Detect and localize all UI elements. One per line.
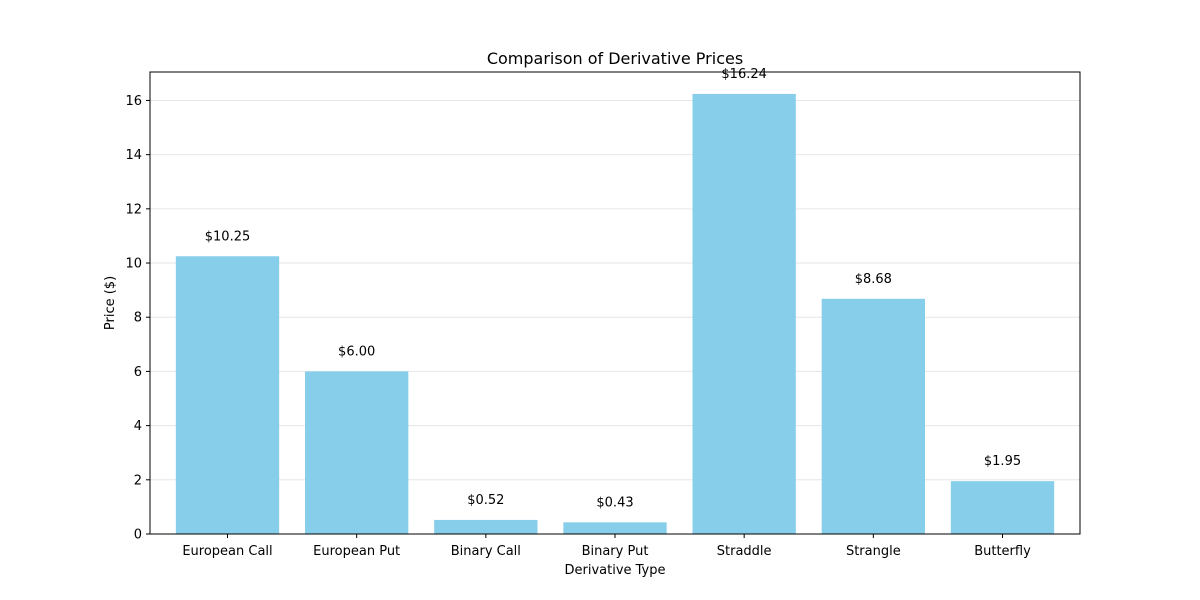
y-axis-ticks: 0 2 4 6 8 10 12 14 16 xyxy=(125,94,150,543)
bar xyxy=(305,371,409,534)
y-axis-label: Price ($) xyxy=(103,276,118,330)
data-label: $0.52 xyxy=(467,493,504,508)
x-tick-label: European Call xyxy=(182,544,272,559)
y-tick-label: 16 xyxy=(125,94,142,109)
bar xyxy=(175,256,280,534)
x-tick-label: Binary Call xyxy=(451,544,521,559)
x-tick-label: Strangle xyxy=(846,544,901,559)
y-tick-label: 0 xyxy=(134,528,142,543)
y-tick-label: 10 xyxy=(125,257,142,272)
data-label: $8.68 xyxy=(855,272,892,287)
x-axis-ticks: European Call European Put Binary Call Bina… xyxy=(182,534,1031,559)
x-tick-label: Butterfly xyxy=(974,544,1031,559)
y-tick-label: 6 xyxy=(134,365,142,380)
chart-title: Comparison of Derivative Prices xyxy=(487,49,743,68)
data-label: $16.24 xyxy=(721,67,767,82)
data-label: $1.95 xyxy=(984,454,1021,469)
y-tick-label: 14 xyxy=(125,148,142,163)
data-label: $0.43 xyxy=(596,495,633,510)
bar xyxy=(563,522,667,534)
y-tick-label: 2 xyxy=(134,473,142,488)
data-labels: $10.25 $6.00 $0.52 $0.43 $16.24 $8.68 $1.95 xyxy=(205,67,1021,510)
y-tick-label: 4 xyxy=(134,419,142,434)
bar xyxy=(434,519,538,534)
x-tick-label: European Put xyxy=(313,544,400,559)
x-tick-label: Binary Put xyxy=(582,544,649,559)
bar xyxy=(692,93,796,534)
grid-lines xyxy=(150,99,1080,535)
y-tick-label: 12 xyxy=(125,202,142,217)
x-tick-label: Straddle xyxy=(717,544,772,559)
bars xyxy=(175,93,1055,534)
bar xyxy=(821,298,925,534)
bar xyxy=(950,481,1055,534)
data-label: $6.00 xyxy=(338,344,375,359)
x-axis-label: Derivative Type xyxy=(564,563,665,578)
plot-frame xyxy=(149,71,1081,535)
data-label: $10.25 xyxy=(205,229,251,244)
y-tick-label: 8 xyxy=(134,311,142,326)
